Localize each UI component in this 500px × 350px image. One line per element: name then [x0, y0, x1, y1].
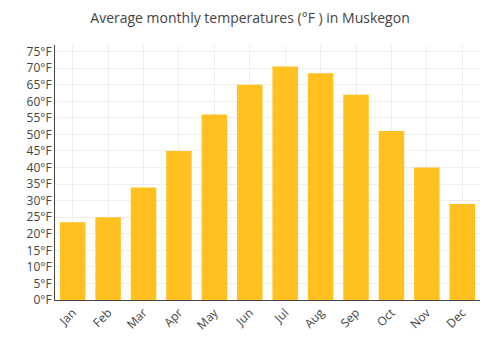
svg-text:Jul: Jul: [270, 304, 292, 326]
svg-text:35°F: 35°F: [27, 175, 52, 192]
svg-text:Mar: Mar: [123, 304, 151, 332]
svg-text:Apr: Apr: [160, 304, 186, 330]
svg-text:Average monthly temperatures (: Average monthly temperatures (°F ) in Mu…: [90, 8, 409, 27]
svg-text:30°F: 30°F: [27, 192, 52, 209]
svg-text:0°F: 0°F: [33, 291, 51, 308]
svg-text:10°F: 10°F: [27, 258, 52, 275]
svg-text:15°F: 15°F: [27, 242, 52, 259]
svg-text:40°F: 40°F: [27, 159, 52, 176]
svg-text:Aug: Aug: [300, 304, 328, 332]
svg-text:45°F: 45°F: [27, 142, 52, 159]
svg-text:Sep: Sep: [336, 304, 363, 331]
svg-text:May: May: [193, 304, 222, 333]
svg-text:Oct: Oct: [373, 304, 399, 330]
svg-text:70°F: 70°F: [27, 59, 52, 76]
svg-text:25°F: 25°F: [27, 208, 52, 225]
svg-text:Jan: Jan: [55, 304, 80, 329]
svg-text:60°F: 60°F: [27, 93, 52, 110]
svg-text:65°F: 65°F: [27, 76, 52, 93]
svg-text:50°F: 50°F: [27, 126, 52, 143]
svg-text:Feb: Feb: [89, 304, 115, 330]
svg-text:Dec: Dec: [442, 304, 469, 331]
svg-text:Jun: Jun: [231, 304, 256, 329]
svg-text:55°F: 55°F: [27, 109, 52, 126]
svg-text:Nov: Nov: [406, 304, 434, 332]
svg-text:5°F: 5°F: [33, 275, 51, 292]
svg-text:20°F: 20°F: [27, 225, 52, 242]
svg-text:75°F: 75°F: [27, 43, 52, 60]
